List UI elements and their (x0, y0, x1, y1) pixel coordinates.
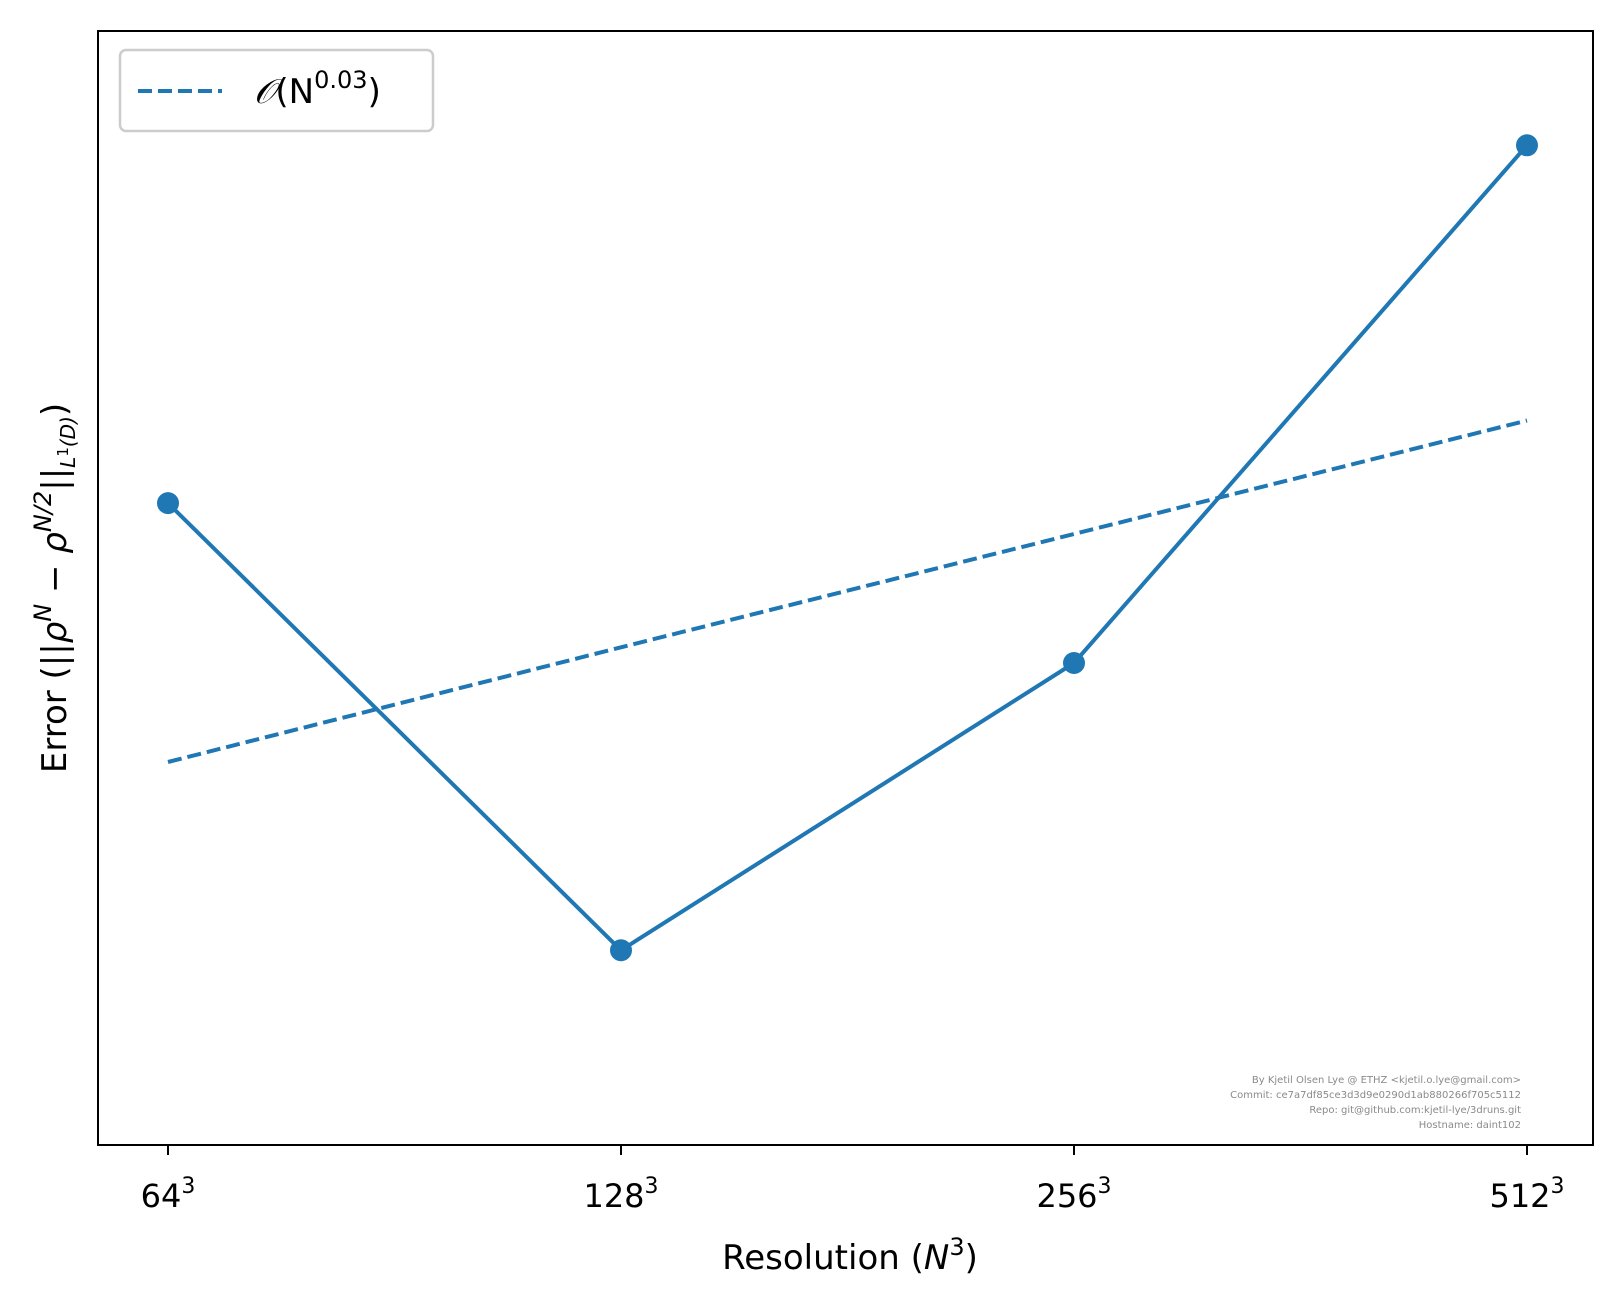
x-tick-label-64: 643 (141, 1174, 196, 1215)
y-axis-label: Error (||ρN − ρN/2||L1(D)) (29, 403, 80, 773)
series-layer (157, 134, 1538, 962)
x-tick-label-128: 1283 (583, 1174, 658, 1215)
x-tick-label-512: 5123 (1489, 1174, 1564, 1215)
x-axis-ticks: 643 1283 2563 5123 (141, 1145, 1565, 1215)
x-axis-label: Resolution (N3) (722, 1233, 978, 1278)
credit-hostname: Hostname: daint102 (1419, 1120, 1521, 1131)
credit-author: By Kjetil Olsen Lye @ ETHZ <kjetil.o.lye… (1252, 1075, 1521, 1086)
legend-frame (118, 48, 435, 133)
credit-commit: Commit: ce7a7df85ce3d3d9e0290d1ab880266f… (1230, 1090, 1521, 1101)
error-point-64 (157, 492, 179, 515)
credits: By Kjetil Olsen Lye @ ETHZ <kjetil.o.lye… (1230, 1075, 1521, 1131)
error-point-256 (1063, 651, 1085, 674)
plot-area (97, 30, 1594, 1146)
error-point-128 (610, 939, 632, 962)
legend-label: 𝒪(N0.03) (254, 66, 381, 112)
x-tick-label-256: 2563 (1036, 1174, 1111, 1215)
credit-repo: Repo: git@github.com:kjetil-lye/3druns.g… (1309, 1105, 1521, 1116)
error-point-512 (1516, 134, 1538, 157)
reference-slope-line (167, 418, 1528, 764)
legend: 𝒪(N0.03) (118, 48, 435, 133)
error-series-line (166, 143, 1529, 953)
